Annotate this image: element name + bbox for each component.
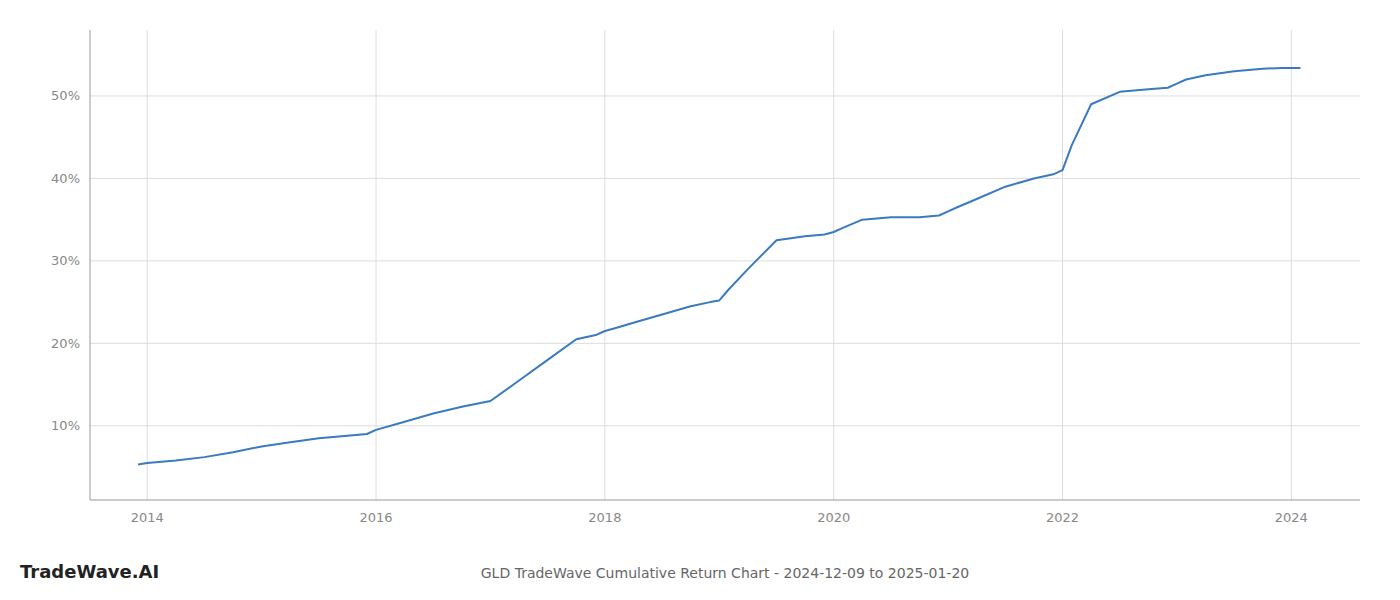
chart: 2014 2016 2018 2020 2022 2024 10% 20% 30% 40% 50% T… [0, 0, 1400, 600]
y-axis-line [90, 30, 91, 500]
y-grid-line [90, 95, 1360, 96]
x-grid-line [1291, 30, 1292, 500]
line [138, 68, 1300, 465]
x-tick-label: 2014 [131, 510, 164, 525]
x-tick-label: 2018 [588, 510, 621, 525]
texts: TradeWave.AI GLD TradeWave Cumulative Ret… [20, 561, 969, 582]
y-tick-label: 10% [51, 418, 80, 433]
page: {"chart_data": { "type": "line", "title"… [0, 0, 1400, 600]
axes [90, 30, 1360, 500]
y-grid-line [90, 343, 1360, 344]
x-grid-line [604, 30, 605, 500]
x-grid-line [1062, 30, 1063, 500]
x-grid-line [147, 30, 148, 500]
x-grid-line [833, 30, 834, 500]
tick-labels: 2014 2016 2018 2020 2022 2024 10% 20% 30% 40% 50% [51, 88, 1308, 525]
y-tick-label: 40% [51, 171, 80, 186]
x-tick-label: 2024 [1275, 510, 1308, 525]
y-tick-label: 30% [51, 253, 80, 268]
x-axis-line [90, 500, 1360, 501]
title: GLD TradeWave Cumulative Return Chart - … [481, 565, 969, 581]
y-grid-line [90, 425, 1360, 426]
grid [90, 30, 1360, 500]
x-tick-label: 2020 [817, 510, 850, 525]
plot-data [138, 68, 1300, 465]
x-tick-label: 2022 [1046, 510, 1079, 525]
y-grid-line [90, 260, 1360, 261]
x-tick-label: 2016 [359, 510, 392, 525]
y-tick-label: 20% [51, 336, 80, 351]
watermark: TradeWave.AI [20, 561, 159, 582]
y-tick-label: 50% [51, 88, 80, 103]
y-grid-line [90, 178, 1360, 179]
